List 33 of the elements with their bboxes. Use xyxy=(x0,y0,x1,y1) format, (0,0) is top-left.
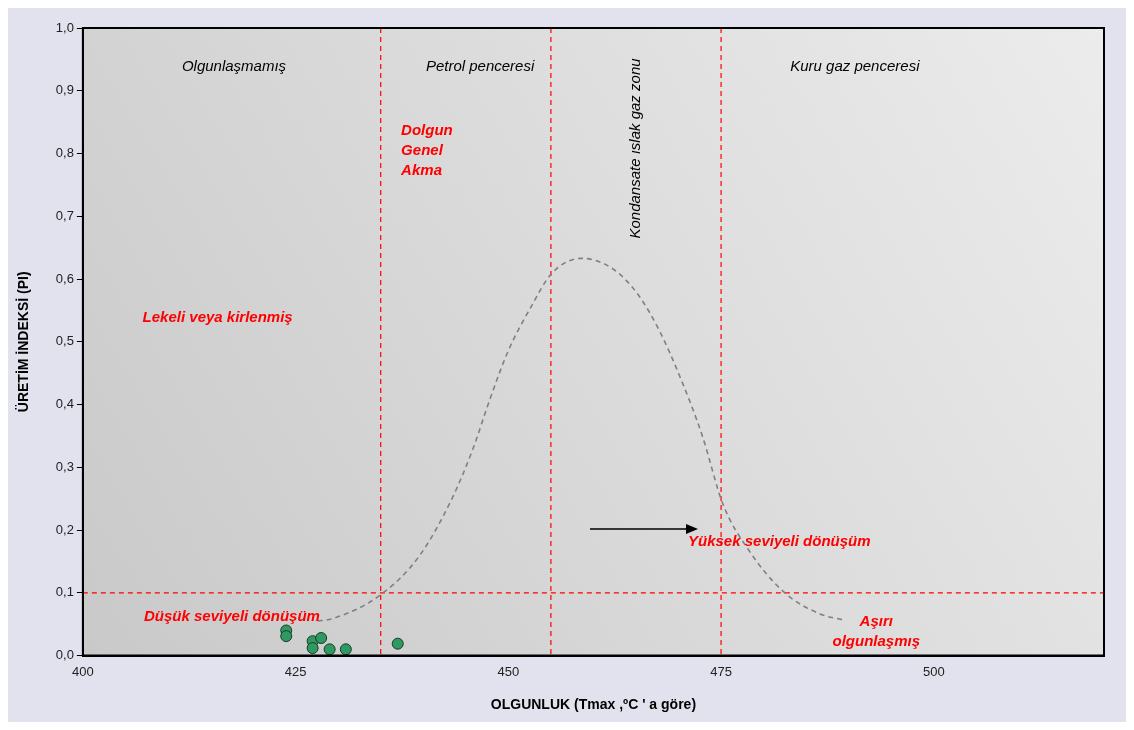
y-tick-label: 0,8 xyxy=(55,145,74,161)
y-tick-label: 0,4 xyxy=(55,396,74,412)
point xyxy=(391,637,404,650)
x-tick-label: 450 xyxy=(497,663,520,679)
annotation: Olgunlaşmamış xyxy=(181,57,287,75)
annotation: Kondansate ıslak gaz zonu xyxy=(626,57,644,239)
x-tick-label: 475 xyxy=(710,663,732,679)
y-tick-label: 1,0 xyxy=(55,19,74,35)
annotation: Lekeli veya kirlenmiş xyxy=(142,308,293,326)
y-tick-label: 0,9 xyxy=(55,82,74,98)
y-tick-label: 0,0 xyxy=(55,647,74,663)
y-axis-title: ÜRETİM İNDEKSİ (PI) xyxy=(15,271,32,413)
annotation: Kuru gaz penceresi xyxy=(790,57,921,75)
y-tick-label: 0,6 xyxy=(55,270,74,286)
point xyxy=(339,643,352,656)
annotation: Düşük seviyeli dönüşüm xyxy=(144,606,320,624)
annotation: Yüksek seviyeli dönüşüm xyxy=(687,531,871,549)
y-tick-label: 0,2 xyxy=(55,521,74,537)
annotation: Petrol penceresi xyxy=(425,57,535,75)
y-tick-label: 0,3 xyxy=(55,458,74,474)
annotation: Dolgun Genel Akma xyxy=(400,121,453,179)
x-axis-title: OLGUNLUK (Tmax ,ºC ' a göre) xyxy=(490,696,697,713)
point xyxy=(280,630,293,643)
y-tick-label: 0,7 xyxy=(55,207,74,223)
point xyxy=(315,632,328,645)
y-tick-label: 0,1 xyxy=(55,584,74,600)
y-tick-label: 0,5 xyxy=(55,333,74,349)
x-tick-label: 400 xyxy=(72,663,94,679)
annotation: Aşırı olgunlaşmış xyxy=(832,611,921,649)
x-tick-label: 500 xyxy=(922,663,945,679)
point xyxy=(323,643,336,656)
x-tick-label: 425 xyxy=(284,663,307,679)
point xyxy=(306,642,319,655)
